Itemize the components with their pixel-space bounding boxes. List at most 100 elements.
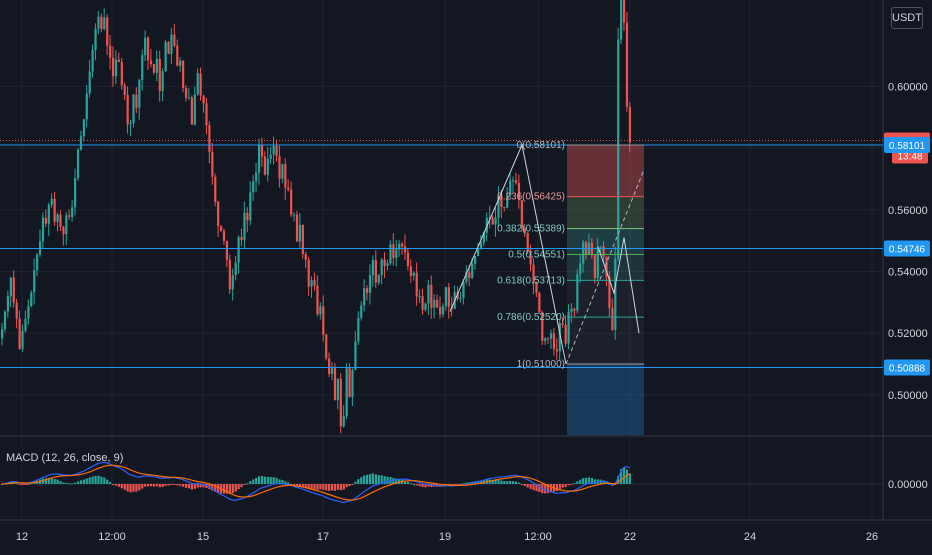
candle-body bbox=[602, 246, 605, 257]
macd-hist-bar bbox=[494, 480, 497, 484]
macd-hist-bar bbox=[111, 484, 115, 485]
macd-hist-bar bbox=[211, 484, 214, 491]
hline-price-badge-0: 0.58101 bbox=[884, 136, 930, 153]
candle-body bbox=[599, 246, 602, 248]
candle-body bbox=[474, 256, 477, 264]
macd-hist-bar bbox=[587, 477, 591, 484]
fib-label-0.5: 0.5(0.54551) bbox=[508, 249, 565, 260]
macd-hist-bar bbox=[456, 484, 459, 485]
candle-body bbox=[479, 242, 483, 249]
candle-body bbox=[44, 217, 47, 224]
candle-body bbox=[257, 145, 261, 173]
macd-hist-bar bbox=[602, 480, 605, 484]
macd-hist-bar bbox=[231, 484, 234, 494]
candle-body bbox=[330, 366, 334, 374]
candle-body bbox=[368, 275, 372, 293]
macd-hist-bar bbox=[351, 484, 354, 485]
hline-price-badge-2: 0.50888 bbox=[884, 359, 930, 376]
candle-body bbox=[202, 95, 205, 104]
macd-hist-bar bbox=[532, 484, 535, 491]
candle-body bbox=[620, 0, 623, 40]
macd-hist-bar bbox=[284, 481, 287, 484]
macd-hist-bar bbox=[149, 484, 153, 487]
candle-body bbox=[558, 323, 561, 352]
candles bbox=[1, 0, 631, 434]
macd-hist-bar bbox=[520, 484, 523, 485]
candle-body bbox=[74, 178, 77, 208]
macd-hist-bar bbox=[202, 484, 205, 488]
candle-body bbox=[611, 307, 614, 330]
candle-body bbox=[56, 214, 59, 222]
candle-body bbox=[164, 41, 167, 72]
candle-body bbox=[418, 296, 421, 298]
candle-body bbox=[579, 263, 582, 275]
macd-hist-bar bbox=[222, 484, 226, 494]
candle-body bbox=[167, 41, 170, 54]
macd-hist-bar bbox=[555, 484, 558, 492]
hline-price-badge-0-bg bbox=[884, 136, 930, 153]
candle-body bbox=[412, 272, 415, 276]
macd-hist-bar bbox=[135, 484, 138, 492]
macd-hist-bar bbox=[465, 482, 468, 484]
candle-body bbox=[272, 145, 275, 155]
macd-hist-bar bbox=[117, 484, 120, 487]
macd-hist-bar bbox=[269, 477, 272, 484]
hline-price-badge-2-text: 0.50888 bbox=[889, 363, 926, 374]
macd-hist-bar bbox=[141, 484, 144, 489]
macd-hist-bar bbox=[590, 477, 594, 484]
time-tick-4: 19 bbox=[439, 531, 451, 543]
macd-hist-bar bbox=[544, 484, 547, 494]
macd-hist-bar bbox=[103, 477, 106, 484]
candle-body bbox=[514, 180, 518, 183]
candle-body bbox=[103, 17, 106, 29]
currency-badge[interactable]: USDT bbox=[891, 7, 923, 29]
macd-hist-bar bbox=[415, 484, 418, 486]
macd-hist-bar bbox=[345, 484, 348, 488]
candle-body bbox=[535, 282, 538, 293]
candle-body bbox=[234, 262, 237, 276]
macd-hist-bar bbox=[187, 484, 191, 489]
candle-body bbox=[293, 214, 296, 216]
candle-body bbox=[196, 73, 199, 95]
zigzag-2 bbox=[597, 237, 640, 334]
macd-hist-bar bbox=[383, 476, 386, 484]
candle-body bbox=[36, 254, 39, 271]
candle-body bbox=[225, 240, 229, 260]
candle-body bbox=[79, 136, 83, 150]
candle-body bbox=[313, 280, 316, 286]
fib-label-0.236: 0.236(0.56425) bbox=[497, 192, 565, 203]
candle-body bbox=[433, 299, 436, 308]
candle-body bbox=[117, 59, 120, 63]
macd-hist-bar bbox=[71, 483, 74, 485]
candle-body bbox=[123, 85, 126, 96]
macd-hist-bar bbox=[290, 484, 293, 485]
candle-body bbox=[529, 250, 532, 265]
hline-price-badge-2-bg bbox=[884, 359, 930, 376]
macd-hist-bar bbox=[398, 479, 401, 484]
candle-body bbox=[41, 217, 45, 242]
candle-body bbox=[231, 275, 234, 290]
candle-body bbox=[85, 93, 88, 120]
macd-hist-bar bbox=[424, 484, 427, 488]
macd-hist-bar bbox=[593, 479, 596, 484]
macd-hist-bar bbox=[21, 484, 24, 485]
stop-zone bbox=[567, 144, 644, 197]
macd-hist-bar bbox=[368, 474, 372, 484]
candle-body bbox=[205, 103, 208, 126]
candle-body bbox=[199, 73, 202, 96]
time-tick-1: 12:00 bbox=[98, 531, 126, 543]
macd-hist-bar bbox=[82, 479, 85, 484]
macd-hist-bar bbox=[257, 476, 261, 484]
macd-hist-bar bbox=[307, 484, 310, 490]
candle-body bbox=[409, 266, 412, 276]
candle-body bbox=[570, 308, 573, 312]
candle-body bbox=[526, 232, 529, 251]
candle-body bbox=[517, 182, 521, 200]
macd-hist-bar bbox=[170, 484, 173, 485]
macd-hist-bar bbox=[68, 483, 71, 485]
macd-hist-bar bbox=[214, 484, 217, 492]
candle-body bbox=[71, 207, 74, 217]
candle-body bbox=[447, 287, 450, 307]
